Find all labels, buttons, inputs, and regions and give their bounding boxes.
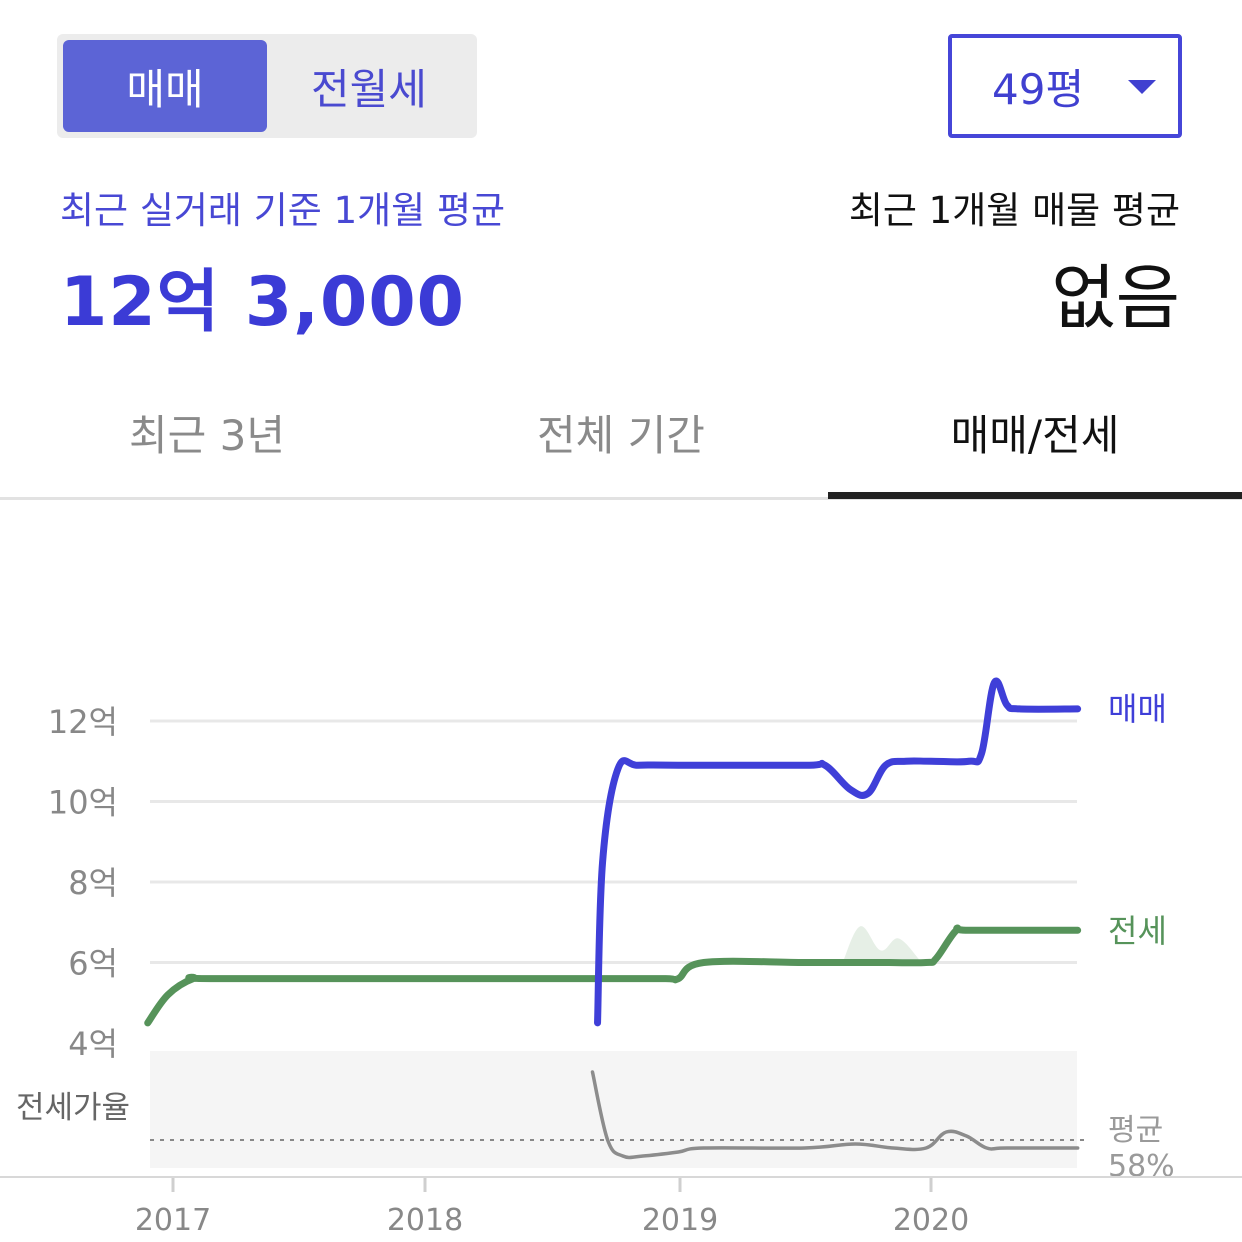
x-tick-label: 2019 (642, 1203, 718, 1238)
x-tick-label: 2020 (893, 1203, 969, 1238)
ratio-average-value: 58% (1108, 1149, 1175, 1184)
trade-type-toggle: 매매 전월세 (57, 34, 477, 138)
jeonse-listing-shadow (842, 926, 919, 963)
tab-sale-jeonse[interactable]: 매매/전세 (950, 411, 1120, 460)
y-tick-label: 8억 (68, 864, 118, 902)
sale-toggle-button[interactable]: 매매 (63, 40, 267, 132)
x-tick-label: 2017 (135, 1203, 211, 1238)
ratio-axis-label: 전세가율 (16, 1090, 130, 1126)
listing-average-label: 최근 1개월 매물 평균 (848, 189, 1180, 232)
sale-series-label: 매매 (1108, 690, 1167, 728)
y-tick-label: 6억 (68, 945, 118, 983)
y-tick-label: 12억 (48, 703, 118, 741)
size-select[interactable]: 49평 (948, 34, 1182, 138)
active-tab-indicator (828, 492, 1242, 499)
jeonse-series-line (144, 924, 1082, 1027)
sale-series-line (594, 677, 1082, 1027)
size-select-value: 49평 (992, 64, 1085, 114)
y-tick-label: 4억 (68, 1025, 118, 1063)
jeonse-series-label: 전세 (1108, 912, 1167, 950)
x-tick-label: 2018 (387, 1203, 463, 1238)
tab-full-period[interactable]: 전체 기간 (537, 411, 705, 460)
recent-trade-value: 12억 3,000 (60, 263, 465, 342)
chart-bottom-divider (0, 1176, 1242, 1178)
ratio-average-label: 평균 (1108, 1113, 1163, 1148)
listing-average-value: 없음 (1051, 257, 1180, 339)
caret-down-icon (1128, 80, 1156, 94)
y-tick-label: 10억 (48, 784, 118, 822)
tab-divider (0, 497, 1242, 500)
recent-trade-label: 최근 실거래 기준 1개월 평균 (60, 189, 506, 232)
rent-toggle-button[interactable]: 전월세 (311, 64, 427, 114)
ratio-series-line (590, 1070, 1080, 1160)
tab-recent-3-years[interactable]: 최근 3년 (129, 411, 285, 460)
